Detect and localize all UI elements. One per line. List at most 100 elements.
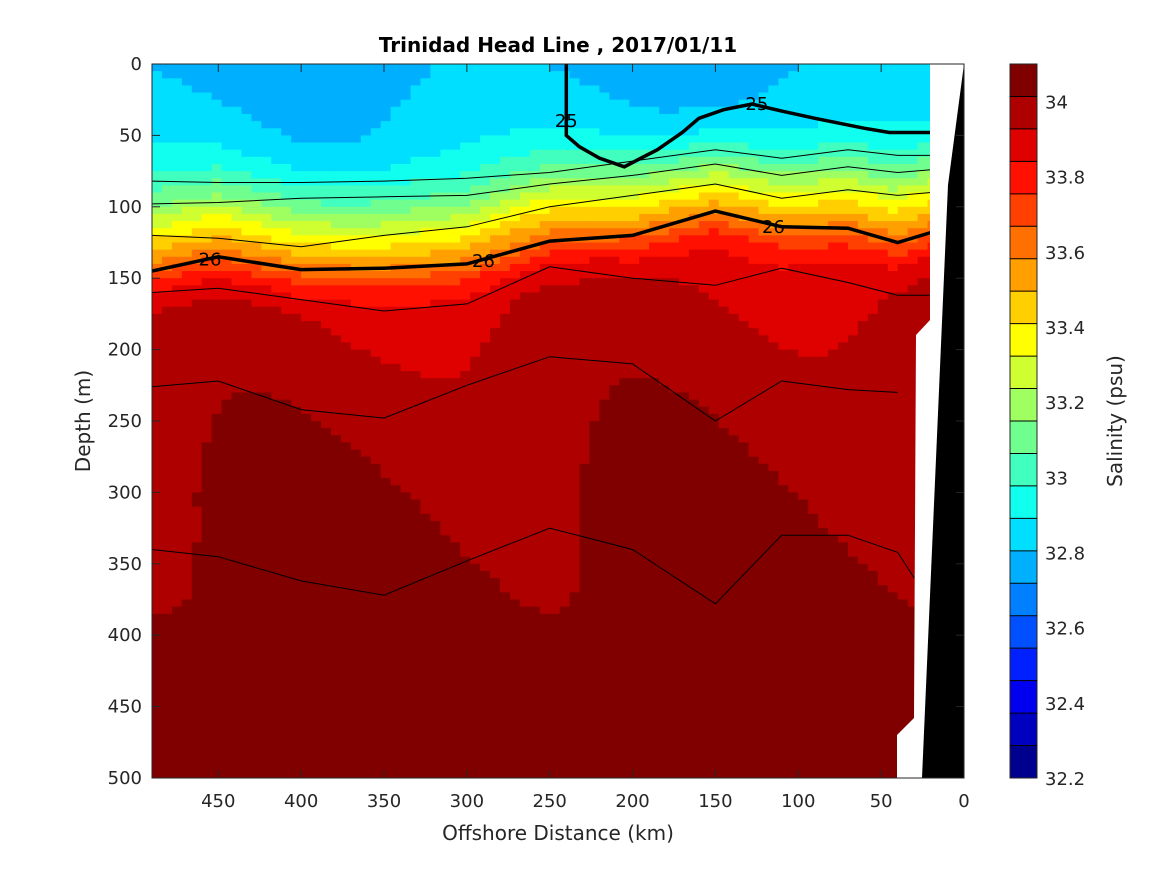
field-cell [569,435,581,444]
field-cell [380,435,392,444]
field-cell [330,442,342,451]
field-cell [430,563,441,572]
field-cell [261,64,272,72]
field-cell [420,442,431,451]
field-cell [629,392,640,401]
field-cell [430,156,441,165]
field-cell [599,599,610,608]
field-cell [529,556,541,565]
field-cell [201,678,213,686]
field-cell [480,392,491,401]
field-cell [529,292,541,301]
field-cell [609,478,620,486]
field-cell [271,142,282,151]
field-cell [599,499,610,508]
field-cell [609,756,620,765]
field-cell [420,720,431,729]
field-cell [410,135,422,144]
field-cell [271,478,282,486]
field-cell [609,228,620,236]
field-cell [271,513,282,522]
field-cell [370,342,382,351]
field-cell [579,385,591,394]
field-cell [639,149,650,158]
field-cell [519,64,531,72]
field-cell [430,685,441,693]
field-cell [161,556,173,565]
field-cell [539,64,551,72]
field-cell [500,578,511,586]
field-cell [360,620,372,629]
field-cell [281,192,292,201]
field-cell [261,713,272,722]
field-cell [161,542,173,551]
field-cell [241,249,253,258]
field-cell [559,135,571,144]
field-cell [380,178,392,186]
field-cell [291,342,302,351]
field-cell [500,421,511,429]
field-cell [231,356,243,365]
field-cell [241,64,253,72]
field-cell [629,585,640,593]
field-cell [609,699,620,708]
field-cell [430,71,441,79]
field-cell [281,478,292,486]
field-cell [619,406,630,415]
field-cell [559,213,571,222]
field-cell [251,756,262,765]
field-cell [460,585,471,593]
field-cell [589,306,601,315]
field-cell [569,599,581,608]
field-cell [579,263,591,272]
field-cell [191,613,203,622]
field-cell [291,428,302,436]
field-cell [519,635,531,643]
field-cell [271,406,282,415]
field-cell [549,478,561,486]
field-cell [350,642,362,651]
field-cell [639,642,650,651]
field-cell [181,656,193,665]
field-cell [251,699,262,708]
field-cell [360,570,372,579]
field-cell [589,292,601,301]
field-cell [599,678,610,686]
field-cell [211,192,223,201]
field-cell [480,606,491,615]
field-cell [152,620,163,629]
field-cell [221,78,233,87]
field-cell [291,78,302,87]
field-cell [599,292,610,301]
field-cell [161,64,173,72]
field-cell [181,342,193,351]
field-cell [450,378,461,386]
field-cell [509,206,521,215]
field-cell [211,742,223,751]
field-cell [301,192,312,201]
field-cell [152,413,163,422]
field-cell [221,192,233,201]
field-cell [440,399,451,408]
field-cell [420,185,431,194]
field-cell [340,606,352,615]
field-cell [211,592,223,601]
field-cell [619,485,630,493]
field-cell [261,692,272,701]
field-cell [490,428,501,436]
field-cell [301,385,312,394]
field-cell [450,299,461,308]
field-cell [420,271,431,279]
field-cell [161,642,173,651]
field-cell [629,256,640,265]
field-cell [529,485,541,493]
field-cell [311,449,322,458]
field-cell [609,371,620,379]
field-cell [171,421,183,429]
field-cell [152,121,163,129]
field-cell [599,121,610,129]
field-cell [519,378,531,386]
field-cell [340,85,352,94]
field-cell [301,628,312,636]
field-cell [500,549,511,558]
